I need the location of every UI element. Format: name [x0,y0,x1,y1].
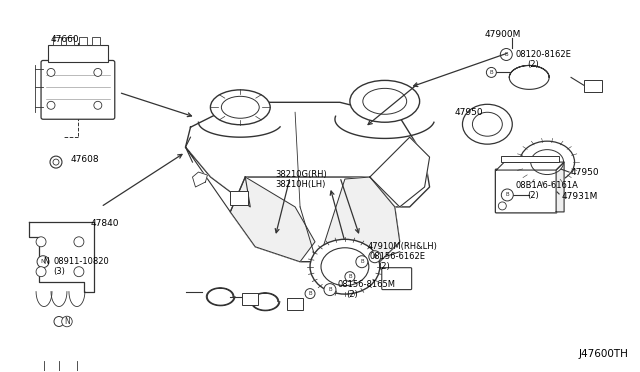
Polygon shape [29,222,94,292]
Text: 08120-8162E: 08120-8162E [515,50,571,59]
Text: (2): (2) [346,290,358,299]
Circle shape [53,159,59,165]
Text: (2): (2) [527,192,539,201]
Polygon shape [497,162,564,170]
Text: N: N [41,259,45,264]
Text: 47910M(RH&LH): 47910M(RH&LH) [368,242,438,251]
Circle shape [94,101,102,109]
Bar [287,298,303,310]
Text: 08911-10820: 08911-10820 [53,257,109,266]
Text: B: B [504,52,508,57]
Ellipse shape [520,141,575,183]
Text: 38210H(LH): 38210H(LH) [275,180,326,189]
Circle shape [500,48,512,61]
Circle shape [37,256,49,268]
Text: B: B [372,254,377,259]
Text: 38210G(RH): 38210G(RH) [275,170,327,179]
Circle shape [47,101,55,109]
Circle shape [94,68,102,76]
Polygon shape [186,147,250,212]
Ellipse shape [363,89,406,114]
FancyBboxPatch shape [41,61,115,119]
Text: (2): (2) [378,262,390,271]
Polygon shape [230,177,315,262]
Bar [501,156,559,162]
Text: 47608: 47608 [71,155,100,164]
Bar [584,80,602,92]
Circle shape [369,251,381,263]
Ellipse shape [211,90,270,125]
Polygon shape [556,162,564,212]
FancyBboxPatch shape [495,169,557,213]
Circle shape [345,272,355,282]
Text: J47600TH: J47600TH [579,349,629,359]
Text: 47840: 47840 [91,219,119,228]
Text: 47950: 47950 [571,167,600,177]
Ellipse shape [463,104,512,144]
Circle shape [486,67,497,77]
Text: N: N [64,317,70,326]
Polygon shape [193,172,207,187]
Ellipse shape [321,248,369,286]
Text: B: B [308,291,312,296]
Text: (3): (3) [53,267,65,276]
Circle shape [74,267,84,277]
Polygon shape [370,137,429,207]
Text: 08B1A6-6161A: 08B1A6-6161A [515,182,578,190]
Text: B: B [348,274,352,279]
Bar [53,36,61,45]
Circle shape [356,256,368,268]
Bar [230,191,248,205]
Polygon shape [186,102,429,207]
Text: 47900M: 47900M [484,30,521,39]
Text: (2): (2) [527,60,539,69]
Circle shape [324,283,336,296]
Text: 08156-8165M: 08156-8165M [338,280,396,289]
Ellipse shape [350,80,420,122]
Bar [92,36,100,45]
Text: B: B [360,259,364,264]
Bar [79,36,87,45]
Text: B: B [328,287,332,292]
Bar [66,36,74,45]
Polygon shape [230,177,400,262]
Text: 47660: 47660 [51,35,79,44]
Circle shape [501,189,513,201]
Text: B: B [490,70,493,75]
Ellipse shape [472,112,502,136]
Ellipse shape [310,239,380,294]
Ellipse shape [221,96,259,118]
Text: 47950: 47950 [454,108,483,117]
Circle shape [36,237,46,247]
Bar [243,293,258,305]
Bar [48,45,108,62]
Polygon shape [320,177,400,262]
Ellipse shape [531,150,564,174]
Circle shape [74,237,84,247]
Circle shape [54,317,64,327]
Circle shape [499,202,506,210]
Circle shape [47,68,55,76]
Text: B: B [506,192,509,198]
Circle shape [36,267,46,277]
Text: 47931M: 47931M [561,192,598,202]
Circle shape [50,156,62,168]
Text: N: N [43,257,49,266]
Circle shape [305,289,315,299]
FancyBboxPatch shape [382,268,412,290]
Text: 08156-6162E: 08156-6162E [370,252,426,261]
